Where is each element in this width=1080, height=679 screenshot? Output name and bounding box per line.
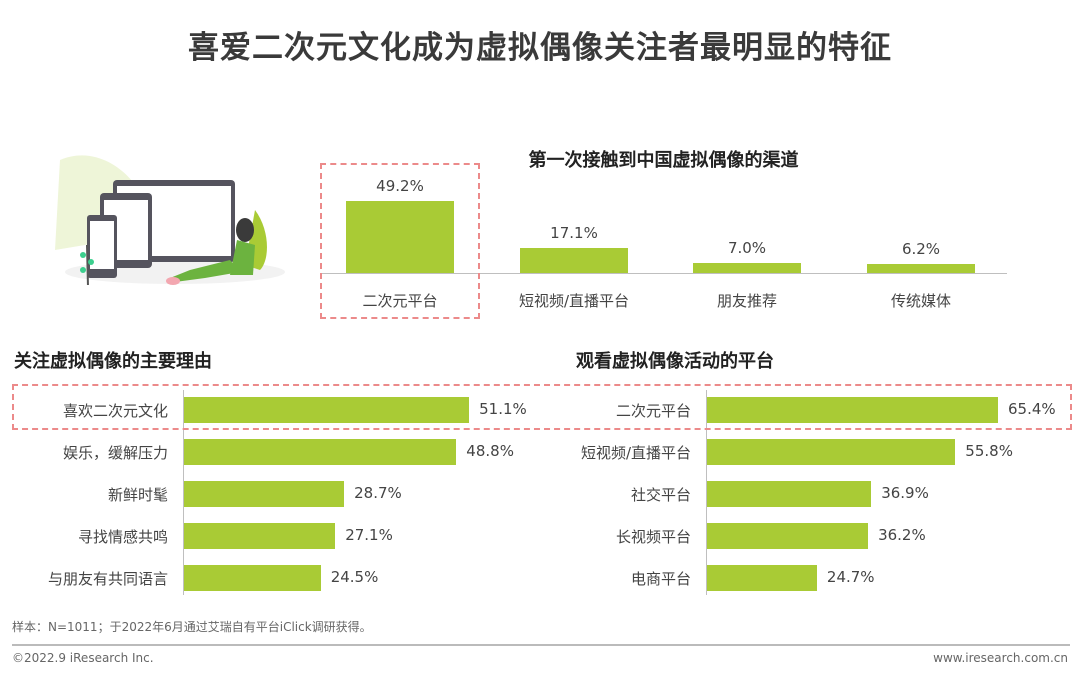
bar	[707, 439, 956, 465]
data-label: 6.2%	[901, 239, 941, 258]
data-label: 27.1%	[345, 526, 393, 544]
y-tick-label: 寻找情感共鸣	[77, 528, 168, 546]
bar	[707, 565, 817, 591]
data-label: 36.2%	[878, 526, 926, 544]
devices-illustration	[55, 155, 285, 285]
bar	[184, 439, 457, 465]
bar	[693, 262, 801, 273]
bar	[184, 481, 345, 507]
page-title: 喜爱二次元文化成为虚拟偶像关注者最明显的特征	[188, 30, 892, 66]
person-figure	[170, 260, 240, 282]
y-tick-label: 与朋友有共同语言	[47, 570, 168, 588]
chart-title: 观看虚拟偶像活动的平台	[576, 351, 774, 372]
y-tick-label: 娱乐，缓解压力	[62, 444, 168, 462]
y-tick-label: 二次元平台	[615, 402, 691, 420]
person-hair	[236, 218, 254, 242]
data-label: 7.0%	[727, 238, 767, 257]
x-tick-label: 传统媒体	[890, 292, 951, 310]
bar	[707, 397, 999, 423]
y-tick-label: 新鲜时髦	[107, 486, 168, 504]
data-label: 65.4%	[1008, 400, 1056, 418]
data-label: 28.7%	[354, 484, 402, 502]
bar	[520, 247, 628, 273]
x-tick-label: 二次元平台	[362, 292, 438, 310]
website-text: www.iresearch.com.cn	[933, 651, 1068, 665]
y-tick-label: 喜欢二次元文化	[62, 402, 168, 420]
y-axis-line	[706, 390, 707, 595]
data-label: 51.1%	[479, 400, 527, 418]
y-axis-line	[183, 390, 184, 595]
data-label: 24.7%	[826, 568, 875, 586]
bar	[707, 481, 872, 507]
chart-title: 关注虚拟偶像的主要理由	[14, 351, 212, 372]
y-tick-label: 长视频平台	[615, 528, 691, 546]
highlight-box	[12, 384, 1072, 430]
bar	[707, 523, 869, 549]
data-label: 49.2%	[376, 177, 424, 196]
data-label: 55.8%	[965, 442, 1013, 460]
bar	[184, 565, 321, 591]
bar	[346, 201, 454, 273]
highlight-box	[320, 163, 480, 319]
x-tick-label: 朋友推荐	[716, 292, 777, 310]
copyright-text: ©2022.9 iResearch Inc.	[12, 651, 154, 665]
bar	[867, 263, 975, 273]
x-axis-line	[320, 273, 1007, 274]
data-label: 48.8%	[466, 442, 514, 460]
data-label: 17.1%	[550, 223, 598, 242]
x-tick-label: 短视频/直播平台	[518, 292, 630, 310]
footer-divider	[12, 644, 1070, 646]
y-tick-label: 电商平台	[630, 570, 691, 588]
bar	[184, 397, 470, 423]
data-label: 24.5%	[330, 568, 379, 586]
sample-note: 样本：N=1011；于2022年6月通过艾瑞自有平台iClick调研获得。	[12, 620, 372, 634]
chart-title: 第一次接触到中国虚拟偶像的渠道	[528, 150, 799, 171]
y-tick-label: 短视频/直播平台	[580, 444, 691, 462]
y-tick-label: 社交平台	[630, 486, 691, 504]
data-label: 36.9%	[881, 484, 929, 502]
bar	[184, 523, 336, 549]
